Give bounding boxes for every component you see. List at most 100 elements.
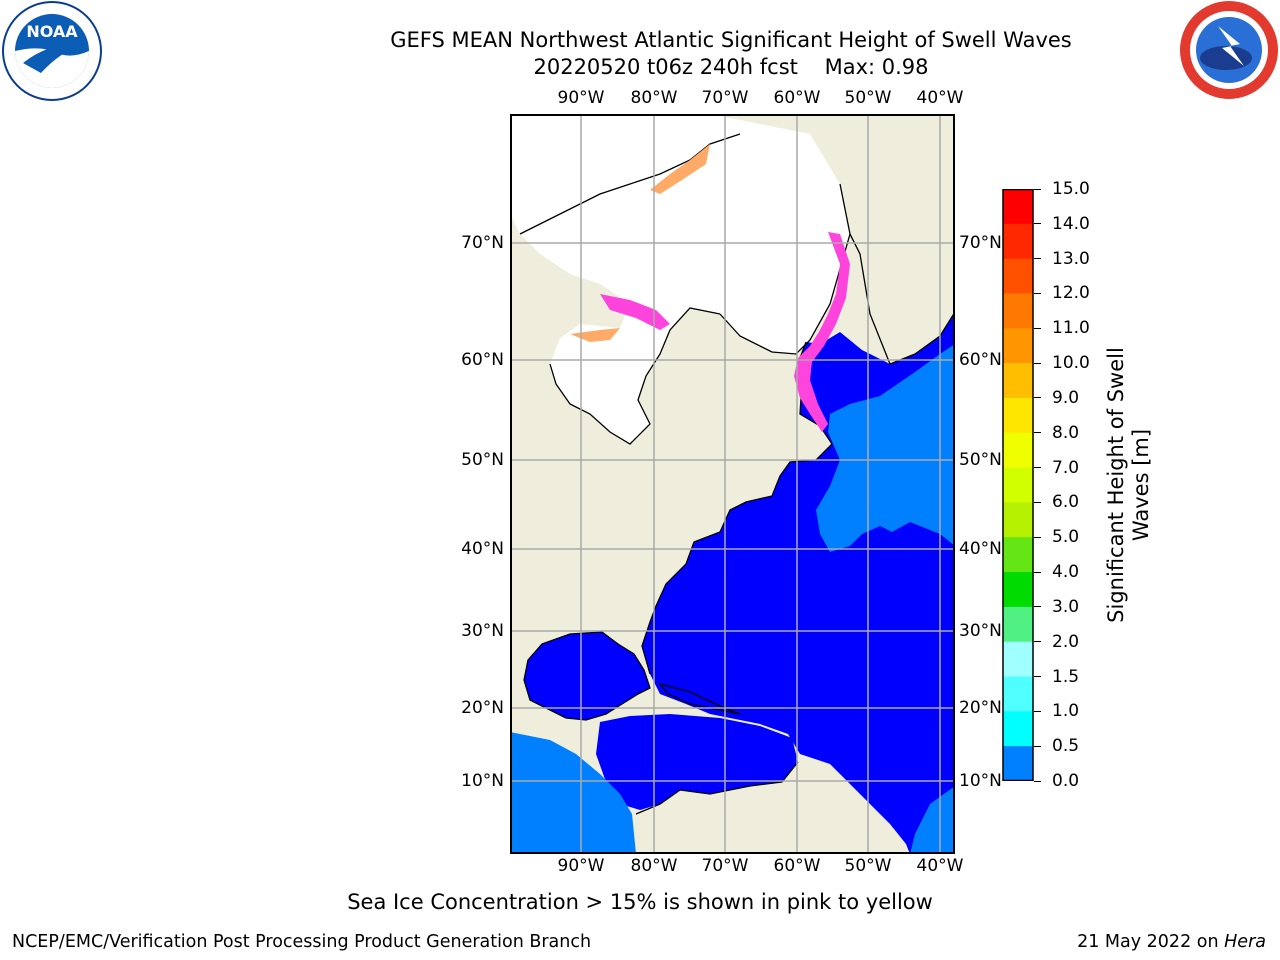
footer-machine: Hera — [1224, 932, 1266, 952]
colorbar-tick-label: 11.0 — [1052, 318, 1090, 339]
greenland-coast — [839, 183, 956, 365]
lon-label-top-60w: 60°W — [773, 88, 821, 108]
colorbar-segment — [1003, 363, 1033, 399]
footer-branch: NCEP/EMC/Verification Post Processing Pr… — [12, 932, 592, 952]
lat-label-left-10n: 10°N — [461, 771, 504, 791]
map-frame — [510, 114, 956, 854]
colorbar-segment — [1003, 397, 1033, 434]
lat-label-right-50n: 50°N — [959, 450, 1002, 470]
colorbar-segment — [1003, 502, 1033, 538]
sea-ice-fringe-baffin — [650, 144, 710, 194]
lat-label-right-30n: 30°N — [959, 621, 1002, 641]
lat-label-left-20n: 20°N — [461, 698, 504, 718]
south-america-coast — [635, 761, 799, 815]
lon-label-bottom-90w: 90°W — [557, 856, 605, 876]
footer-date: 21 May 2022 on Hera — [1077, 932, 1266, 952]
cuba-coast — [658, 682, 741, 715]
colorbar-segment — [1003, 189, 1033, 225]
sea-ice-fringe-hudson-south — [570, 328, 620, 342]
labrador-coast — [719, 233, 851, 355]
colorbar-tick-mark — [1034, 536, 1041, 538]
colorbar-tick-mark — [1034, 641, 1041, 643]
nws-logo-icon — [1178, 0, 1280, 100]
colorbar-tick-mark — [1034, 223, 1041, 225]
colorbar-segment — [1003, 746, 1033, 782]
east-coast — [641, 341, 833, 675]
colorbar-tick-label: 3.0 — [1052, 596, 1080, 617]
colorbar-segment — [1003, 711, 1033, 747]
sea-ice-fringe-labrador — [794, 232, 850, 432]
colorbar-tick-mark — [1034, 258, 1041, 260]
colorbar-tick-label: 14.0 — [1052, 213, 1090, 234]
chart-title-line2: 20220520 t06z 240h fcst Max: 0.98 — [533, 55, 929, 79]
colorbar-tick-label: 5.0 — [1052, 527, 1080, 548]
colorbar-tick-label: 1.0 — [1052, 701, 1080, 722]
colorbar-segment — [1003, 641, 1033, 678]
colorbar-tick-label: 12.0 — [1052, 283, 1090, 304]
chart-title-line1: GEFS MEAN Northwest Atlantic Significant… — [390, 28, 1072, 52]
lat-label-right-60n: 60°N — [959, 350, 1002, 370]
lon-label-bottom-40w: 40°W — [916, 856, 964, 876]
lat-label-left-70n: 70°N — [461, 233, 504, 253]
colorbar-tick-mark — [1034, 780, 1041, 782]
swell-map — [510, 114, 956, 854]
colorbar-tick-label: 6.0 — [1052, 492, 1080, 513]
gulf-of-mexico-region — [524, 632, 650, 720]
lon-label-top-90w: 90°W — [557, 88, 605, 108]
colorbar-segment — [1003, 467, 1033, 503]
colorbar-border — [1002, 188, 1034, 782]
lon-label-top-80w: 80°W — [630, 88, 678, 108]
colorbar-segment — [1003, 223, 1033, 260]
colorbar-tick-mark — [1034, 745, 1041, 747]
colorbar-tick-mark — [1034, 292, 1041, 294]
lon-label-top-40w: 40°W — [916, 88, 964, 108]
colorbar-tick-label: 1.5 — [1052, 666, 1080, 687]
colorbar-tick-label: 2.0 — [1052, 631, 1080, 652]
colorbar-tick-label: 15.0 — [1052, 179, 1090, 199]
colorbar — [1002, 188, 1034, 817]
gulf-coast — [523, 631, 651, 721]
colorbar-tick-mark — [1034, 606, 1041, 608]
colorbar-tick-mark — [1034, 571, 1041, 573]
lat-label-right-10n: 10°N — [959, 771, 1002, 791]
sea-ice-fringe-hudson — [600, 294, 670, 330]
lon-label-bottom-70w: 70°W — [701, 856, 749, 876]
colorbar-label: Significant Height of Swell Waves [m] — [1104, 347, 1153, 623]
colorbar-tick-label: 0.0 — [1052, 771, 1080, 791]
colorbar-tick-label: 4.0 — [1052, 562, 1080, 583]
lon-label-bottom-60w: 60°W — [773, 856, 821, 876]
lat-label-left-60n: 60°N — [461, 350, 504, 370]
colorbar-segment — [1003, 293, 1033, 329]
lon-label-top-50w: 50°W — [844, 88, 892, 108]
north-atlantic-light-region — [816, 344, 955, 552]
colorbar-segment — [1003, 676, 1033, 712]
colorbar-segment — [1003, 606, 1033, 643]
hudson-bay-coast — [549, 307, 721, 445]
colorbar-segment — [1003, 432, 1033, 469]
colorbar-tick-label: 9.0 — [1052, 387, 1080, 408]
lat-label-left-50n: 50°N — [461, 450, 504, 470]
colorbar-tick-mark — [1034, 676, 1041, 678]
colorbar-tick-mark — [1034, 397, 1041, 399]
arctic-islands-coast — [519, 133, 741, 235]
colorbar-tick-label: 13.0 — [1052, 248, 1090, 269]
colorbar-tick-mark — [1034, 188, 1041, 190]
sea-ice-note: Sea Ice Concentration > 15% is shown in … — [347, 890, 933, 914]
colorbar-tick-mark — [1034, 501, 1041, 503]
lat-label-left-40n: 40°N — [461, 539, 504, 559]
noaa-logo-icon: NOAA — [1, 1, 103, 101]
footer-date-text: 21 May 2022 on — [1077, 932, 1225, 952]
lon-label-bottom-50w: 50°W — [844, 856, 892, 876]
colorbar-tick-label: 10.0 — [1052, 353, 1090, 374]
lat-label-left-30n: 30°N — [461, 621, 504, 641]
colorbar-tick-mark — [1034, 467, 1041, 469]
lon-label-bottom-80w: 80°W — [630, 856, 678, 876]
colorbar-tick-mark — [1034, 327, 1041, 329]
colorbar-segment — [1003, 258, 1033, 294]
colorbar-segment — [1003, 537, 1033, 573]
colorbar-segment — [1003, 572, 1033, 608]
lat-label-right-40n: 40°N — [959, 539, 1002, 559]
colorbar-segment — [1003, 328, 1033, 364]
lon-label-top-70w: 70°W — [701, 88, 749, 108]
lat-label-right-20n: 20°N — [959, 698, 1002, 718]
